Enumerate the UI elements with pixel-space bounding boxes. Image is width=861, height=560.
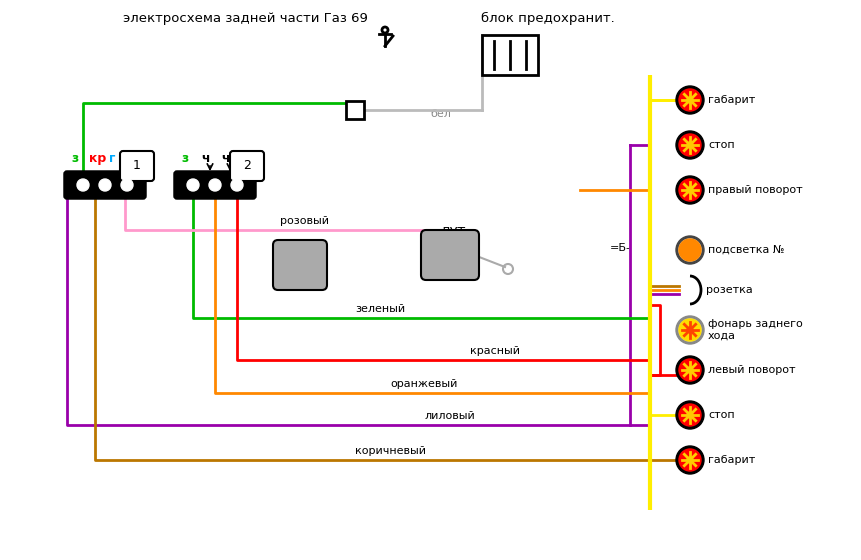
Circle shape <box>687 97 693 103</box>
FancyBboxPatch shape <box>120 151 154 181</box>
FancyBboxPatch shape <box>65 172 145 198</box>
Circle shape <box>77 179 89 191</box>
Circle shape <box>676 236 704 264</box>
Text: красный: красный <box>470 346 520 356</box>
Circle shape <box>679 319 701 341</box>
Text: лиловый: лиловый <box>425 411 476 421</box>
Circle shape <box>687 457 693 463</box>
Text: левый поворот: левый поворот <box>708 365 796 375</box>
Circle shape <box>676 316 704 344</box>
Text: стоп: стоп <box>708 410 734 420</box>
Text: =Б-: =Б- <box>610 243 631 253</box>
Text: оранжевый: оранжевый <box>390 379 457 389</box>
Circle shape <box>687 367 693 373</box>
Bar <box>346 101 364 119</box>
FancyBboxPatch shape <box>482 35 538 75</box>
Text: 2: 2 <box>243 158 251 171</box>
Text: ДУТ: ДУТ <box>440 226 465 239</box>
Circle shape <box>676 176 704 204</box>
Circle shape <box>679 449 701 471</box>
Circle shape <box>121 179 133 191</box>
Circle shape <box>676 401 704 429</box>
Circle shape <box>676 131 704 159</box>
Circle shape <box>679 239 701 261</box>
Circle shape <box>679 179 701 201</box>
Text: лягушка: лягушка <box>278 240 328 250</box>
Text: правый поворот: правый поворот <box>708 185 802 195</box>
Circle shape <box>187 179 199 191</box>
Text: стоп: стоп <box>708 140 734 150</box>
Circle shape <box>679 404 701 426</box>
Text: бел: бел <box>430 109 451 119</box>
Text: 1: 1 <box>133 158 141 171</box>
Circle shape <box>676 446 704 474</box>
FancyBboxPatch shape <box>175 172 255 198</box>
Text: з: з <box>181 152 188 165</box>
Circle shape <box>679 319 701 341</box>
Text: зеленый: зеленый <box>355 304 406 314</box>
Text: г: г <box>109 152 115 165</box>
Circle shape <box>676 86 704 114</box>
Circle shape <box>231 179 243 191</box>
Circle shape <box>687 187 693 193</box>
Text: электросхема задней части Газ 69: электросхема задней части Газ 69 <box>122 12 368 25</box>
Text: розовый: розовый <box>280 216 329 226</box>
Text: фонарь заднего
хода: фонарь заднего хода <box>708 319 802 341</box>
FancyBboxPatch shape <box>230 151 264 181</box>
Text: ч: ч <box>221 152 230 165</box>
Circle shape <box>676 356 704 384</box>
Circle shape <box>679 359 701 381</box>
Text: з: з <box>71 152 78 165</box>
FancyBboxPatch shape <box>273 240 327 290</box>
Text: розетка: розетка <box>706 285 753 295</box>
Text: блок предохранит.: блок предохранит. <box>481 11 615 25</box>
Circle shape <box>687 247 693 253</box>
FancyBboxPatch shape <box>421 230 479 280</box>
Text: габарит: габарит <box>708 95 755 105</box>
Circle shape <box>209 179 221 191</box>
Circle shape <box>679 239 701 261</box>
Text: ч: ч <box>201 152 209 165</box>
Text: коричневый: коричневый <box>355 446 426 456</box>
Circle shape <box>687 412 693 418</box>
Text: габарит: габарит <box>708 455 755 465</box>
Text: подсветка №: подсветка № <box>708 245 784 255</box>
Circle shape <box>99 179 111 191</box>
Circle shape <box>687 142 693 148</box>
Circle shape <box>679 134 701 156</box>
Circle shape <box>679 89 701 111</box>
Circle shape <box>687 327 693 333</box>
Text: кр: кр <box>89 152 106 165</box>
